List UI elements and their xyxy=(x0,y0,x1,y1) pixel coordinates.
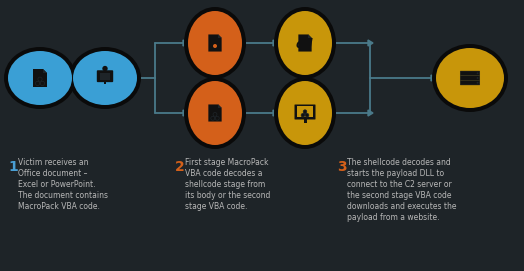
Bar xyxy=(303,119,307,123)
Circle shape xyxy=(38,80,42,84)
Circle shape xyxy=(215,116,219,120)
Text: 1: 1 xyxy=(8,160,18,174)
Polygon shape xyxy=(273,40,278,46)
Polygon shape xyxy=(43,69,47,73)
Ellipse shape xyxy=(432,44,508,112)
Text: shellcode stage from: shellcode stage from xyxy=(185,180,265,189)
Circle shape xyxy=(305,113,309,117)
Ellipse shape xyxy=(436,48,504,108)
Ellipse shape xyxy=(278,11,332,75)
Text: Victim receives an: Victim receives an xyxy=(18,158,89,167)
Text: MacroPack VBA code.: MacroPack VBA code. xyxy=(18,202,100,211)
Text: Excel or PowerPoint.: Excel or PowerPoint. xyxy=(18,180,95,189)
Circle shape xyxy=(213,44,217,48)
FancyBboxPatch shape xyxy=(460,76,480,80)
Ellipse shape xyxy=(274,7,336,79)
Polygon shape xyxy=(218,34,222,38)
Text: the second stage VBA code: the second stage VBA code xyxy=(347,191,452,200)
Text: First stage MacroPack: First stage MacroPack xyxy=(185,158,268,167)
Ellipse shape xyxy=(274,77,336,149)
Text: starts the payload DLL to: starts the payload DLL to xyxy=(347,169,444,178)
Text: its body or the second: its body or the second xyxy=(185,191,270,200)
Ellipse shape xyxy=(8,51,72,105)
Ellipse shape xyxy=(184,7,246,79)
Bar xyxy=(100,73,111,80)
Text: payload from a website.: payload from a website. xyxy=(347,213,440,222)
Circle shape xyxy=(301,113,305,117)
Circle shape xyxy=(211,42,219,50)
Circle shape xyxy=(102,66,108,71)
Polygon shape xyxy=(273,110,278,116)
Circle shape xyxy=(477,72,478,74)
Text: 2: 2 xyxy=(175,160,185,174)
Circle shape xyxy=(477,77,478,79)
FancyBboxPatch shape xyxy=(294,105,315,120)
Circle shape xyxy=(40,81,45,85)
FancyBboxPatch shape xyxy=(460,71,480,75)
Circle shape xyxy=(303,112,307,115)
Text: downloads and executes the: downloads and executes the xyxy=(347,202,456,211)
Bar xyxy=(104,81,106,84)
Circle shape xyxy=(211,116,215,120)
Polygon shape xyxy=(368,40,373,46)
Text: The shellcode decodes and: The shellcode decodes and xyxy=(347,158,451,167)
FancyBboxPatch shape xyxy=(97,70,113,82)
Polygon shape xyxy=(368,110,373,116)
Circle shape xyxy=(477,82,478,84)
Polygon shape xyxy=(298,34,312,51)
Circle shape xyxy=(303,110,307,113)
Text: Office document –: Office document – xyxy=(18,169,88,178)
Ellipse shape xyxy=(4,47,76,109)
Text: 3: 3 xyxy=(337,160,346,174)
Bar xyxy=(297,106,313,117)
Ellipse shape xyxy=(188,11,242,75)
Polygon shape xyxy=(308,34,312,38)
Text: connect to the C2 server or: connect to the C2 server or xyxy=(347,180,452,189)
Circle shape xyxy=(38,77,42,81)
Text: stage VBA code.: stage VBA code. xyxy=(185,202,247,211)
Polygon shape xyxy=(33,69,47,87)
Circle shape xyxy=(36,81,40,85)
Text: VBA code decodes a: VBA code decodes a xyxy=(185,169,263,178)
FancyBboxPatch shape xyxy=(460,80,480,85)
Ellipse shape xyxy=(188,81,242,145)
Text: dll: dll xyxy=(295,38,313,51)
Polygon shape xyxy=(218,104,222,108)
Ellipse shape xyxy=(73,51,137,105)
Polygon shape xyxy=(209,104,222,122)
Text: The document contains: The document contains xyxy=(18,191,108,200)
Polygon shape xyxy=(183,40,188,46)
Ellipse shape xyxy=(69,47,141,109)
Polygon shape xyxy=(431,75,436,81)
Ellipse shape xyxy=(278,81,332,145)
Polygon shape xyxy=(183,110,188,116)
Polygon shape xyxy=(68,75,73,81)
Ellipse shape xyxy=(184,77,246,149)
Polygon shape xyxy=(209,34,222,51)
Circle shape xyxy=(213,115,216,119)
Circle shape xyxy=(213,112,217,116)
